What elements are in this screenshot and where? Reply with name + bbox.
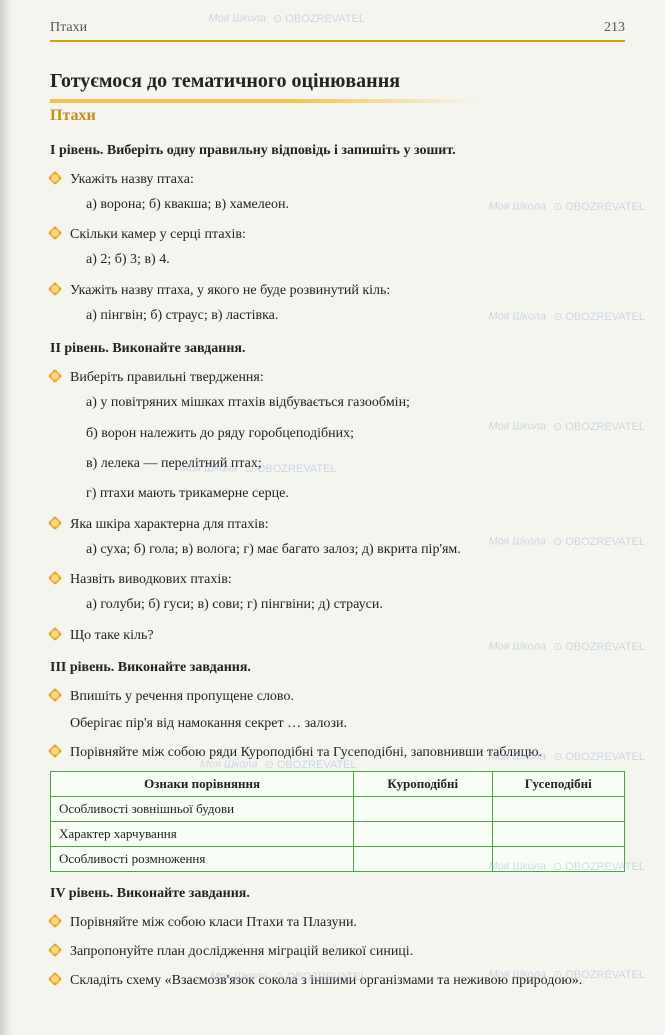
table-cell (354, 846, 492, 871)
task: Виберіть правильні твердження: (70, 367, 625, 388)
section-title: Готуємося до тематичного оцінювання (50, 70, 625, 93)
table-header-row: Ознаки порівняння Куроподібні Гусеподібн… (51, 771, 625, 796)
level-3-head: III рівень. Виконайте завдання. (50, 660, 625, 676)
task-option-line: а) у повітряних мішках птахів відбуваєть… (86, 392, 625, 414)
page-number: 213 (604, 20, 625, 36)
chapter-title: Птахи (50, 20, 87, 36)
table-row: Характер харчування (51, 821, 625, 846)
table-cell: Особливості зовнішньої будови (51, 796, 354, 821)
task-option-line: б) ворон належить до ряду горобцеподібни… (86, 423, 625, 445)
textbook-page: Птахи 213 Готуємося до тематичного оціню… (0, 0, 665, 1035)
table-row: Особливості зовнішньої будови (51, 796, 625, 821)
level-4-head: IV рівень. Виконайте завдання. (50, 886, 625, 902)
task-options: а) 2; б) 3; в) 4. (86, 249, 625, 271)
task: Порівняйте між собою ряди Куроподібні та… (70, 742, 625, 763)
task: Укажіть назву птаха, у якого не буде роз… (70, 280, 625, 301)
task: Впишіть у речення пропущене слово. (70, 686, 625, 707)
task-options: а) пінгвін; б) страус; в) ластівка. (86, 305, 625, 327)
section-subtitle: Птахи (50, 107, 625, 125)
table-cell (492, 796, 625, 821)
table-cell (492, 821, 625, 846)
task: Складіть схему «Взаємозв'язок сокола з і… (70, 970, 625, 991)
task-options: а) голуби; б) гуси; в) сови; г) пінгвіни… (86, 594, 625, 616)
task-options: а) суха; б) гола; в) волога; г) має бага… (86, 539, 625, 561)
level-2-head: II рівень. Виконайте завдання. (50, 341, 625, 357)
title-underline (50, 99, 481, 103)
task: Порівняйте між собою класи Птахи та Плаз… (70, 912, 625, 933)
task-option-line: г) птахи мають трикамерне серце. (86, 483, 625, 505)
task: Скільки камер у серці птахів: (70, 224, 625, 245)
table-row: Особливості розмноження (51, 846, 625, 871)
level-1-head: I рівень. Виберіть одну правильну відпов… (50, 143, 625, 159)
table-cell: Особливості розмноження (51, 846, 354, 871)
task: Що таке кіль? (70, 625, 625, 646)
table-cell (354, 821, 492, 846)
table-cell: Характер харчування (51, 821, 354, 846)
task-sentence: Оберігає пір'я від намокання секрет … за… (70, 713, 625, 734)
task-options: а) ворона; б) квакша; в) хамелеон. (86, 194, 625, 216)
table-cell (354, 796, 492, 821)
task: Запропонуйте план дослідження міграцій в… (70, 941, 625, 962)
table-header-cell: Куроподібні (354, 771, 492, 796)
task: Назвіть виводкових птахів: (70, 569, 625, 590)
task: Укажіть назву птаха: (70, 169, 625, 190)
comparison-table: Ознаки порівняння Куроподібні Гусеподібн… (50, 771, 625, 872)
table-header-cell: Ознаки порівняння (51, 771, 354, 796)
task-option-line: в) лелека — перелітний птах; (86, 453, 625, 475)
task: Яка шкіра характерна для птахів: (70, 514, 625, 535)
page-header: Птахи 213 (50, 20, 625, 42)
table-header-cell: Гусеподібні (492, 771, 625, 796)
table-cell (492, 846, 625, 871)
